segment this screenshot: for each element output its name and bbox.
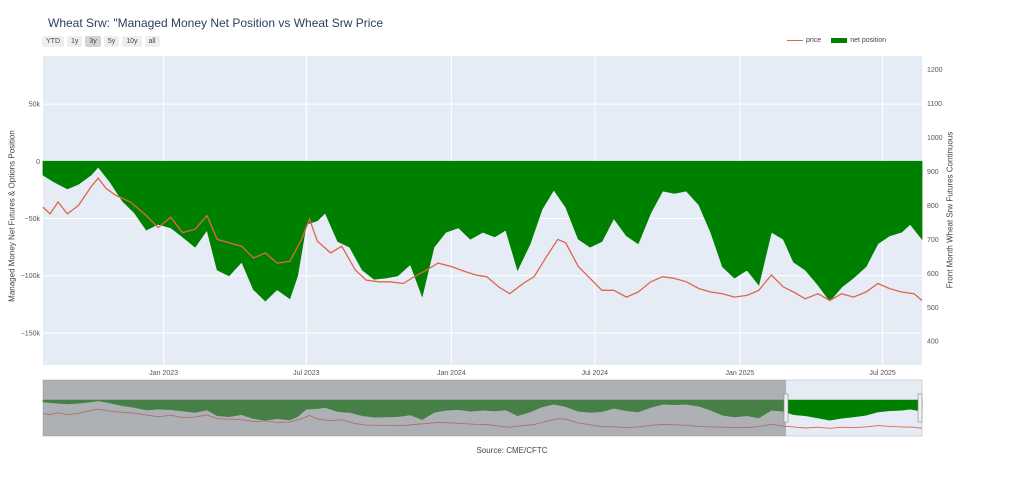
legend-swatch-net [831,38,848,43]
range-slider-handle-left [783,393,789,423]
x-tick-label: Jan 2025 [725,370,754,377]
net-position-area [42,160,923,302]
range-button-1y[interactable]: 1y [67,36,83,47]
y-right-tick-label: 500 [927,305,939,312]
y-right-tick-label: 800 [927,203,939,210]
x-tick-label: Jul 2025 [869,370,896,377]
range-button-10y[interactable]: 10y [122,36,142,47]
y-right-tick-label: 900 [927,169,939,176]
range-button-5y[interactable]: 5y [103,36,120,47]
range-slider-handle-right [917,393,923,423]
x-tick-label: Jul 2024 [582,370,609,377]
range-button-3y[interactable]: 3y [85,36,101,47]
legend: price net position [787,37,886,44]
y-right-tick-label: 1000 [927,135,943,142]
y-right-tick-label: 1200 [927,67,943,74]
y-axis-right-label: Front Month Wheat Srw Futures Continuous [945,131,955,289]
x-tick-label: Jul 2023 [293,370,320,377]
y-left-tick-label: −50k [25,216,41,223]
price-line [42,177,923,302]
x-tick-label: Jan 2024 [437,370,466,377]
y-left-tick-label: 50k [29,102,41,109]
range-button-ytd[interactable]: YTD [42,36,64,47]
legend-item-net[interactable]: net position [831,37,886,44]
y-right-tick-label: 1100 [927,101,942,108]
chart-title: Wheat Srw: "Managed Money Net Position v… [48,16,384,30]
source-note: Source: CME/CFTC [476,446,548,455]
y-left-tick-label: −150k [21,330,41,337]
legend-label-price: price [806,37,822,44]
y-left-tick-label: −100k [21,273,41,280]
y-axis-left-label: Managed Money Net Futures & Options Posi… [7,130,17,302]
y-left-tick-label: 0 [36,159,40,166]
x-tick-label: Jan 2023 [149,370,178,377]
legend-item-price[interactable]: price [787,37,821,44]
legend-swatch-price [787,39,803,42]
y-right-tick-label: 600 [927,271,939,278]
range-slider-shade [43,380,786,436]
range-selector-buttons: YTD 1y 3y 5y 10y all [42,36,160,47]
y-right-tick-label: 400 [927,339,939,346]
range-button-all[interactable]: all [144,36,160,47]
legend-label-net: net position [850,37,886,44]
y-right-tick-label: 700 [927,237,939,244]
